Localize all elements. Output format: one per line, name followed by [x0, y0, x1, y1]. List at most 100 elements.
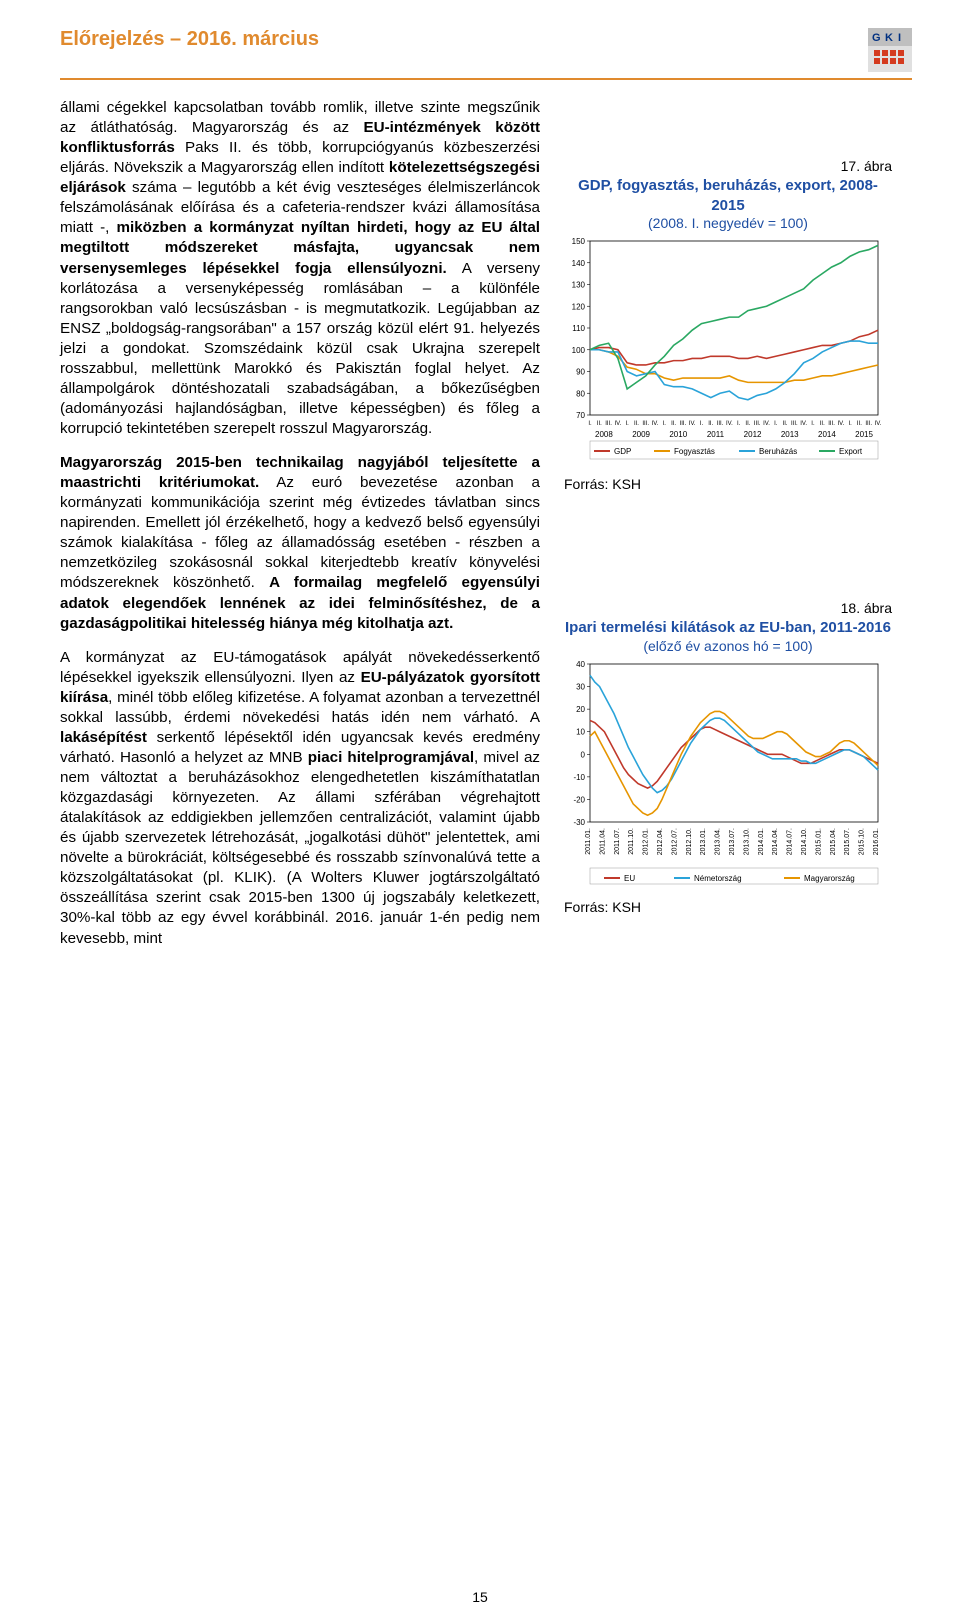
svg-text:Fogyasztás: Fogyasztás [674, 447, 715, 456]
svg-text:140: 140 [572, 259, 586, 268]
svg-text:80: 80 [576, 389, 585, 398]
svg-text:2012.04.: 2012.04. [657, 827, 664, 854]
svg-text:I.: I. [774, 421, 778, 427]
svg-text:100: 100 [572, 346, 586, 355]
svg-text:120: 120 [572, 302, 586, 311]
svg-text:2011.04.: 2011.04. [599, 827, 606, 854]
svg-text:2013.07.: 2013.07. [729, 827, 736, 854]
svg-text:III.: III. [754, 421, 761, 427]
svg-text:2012: 2012 [744, 430, 762, 439]
para-2: Magyarország 2015-ben technikailag nagyj… [60, 453, 540, 634]
svg-text:II.: II. [708, 421, 713, 427]
svg-text:110: 110 [572, 324, 585, 333]
svg-text:IV.: IV. [726, 421, 733, 427]
page-number: 15 [472, 1589, 488, 1605]
svg-text:2010: 2010 [669, 430, 687, 439]
svg-text:Németország: Németország [694, 874, 742, 883]
figure-column: 17. ábra GDP, fogyasztás, beruházás, exp… [564, 98, 892, 963]
figure-17-subtitle: (2008. I. negyedév = 100) [564, 215, 892, 231]
svg-text:II.: II. [820, 421, 825, 427]
svg-text:II.: II. [597, 421, 602, 427]
gki-logo: G K I [868, 28, 912, 72]
svg-text:IV.: IV. [800, 421, 807, 427]
svg-text:IV.: IV. [614, 421, 621, 427]
svg-text:III.: III. [717, 421, 724, 427]
svg-text:-10: -10 [573, 772, 585, 781]
svg-text:2012.07.: 2012.07. [671, 827, 678, 854]
svg-text:90: 90 [576, 368, 585, 377]
svg-text:I.: I. [663, 421, 667, 427]
svg-text:2012.01.: 2012.01. [643, 827, 650, 854]
svg-text:III.: III. [605, 421, 612, 427]
svg-text:2015.10.: 2015.10. [859, 827, 866, 854]
figure-18: 18. ábra Ipari termelési kilátások az EU… [564, 600, 892, 915]
svg-text:10: 10 [576, 727, 585, 736]
svg-text:2013: 2013 [781, 430, 799, 439]
svg-text:III.: III. [791, 421, 798, 427]
figure-17-title: GDP, fogyasztás, beruházás, export, 2008… [564, 176, 892, 215]
svg-text:Export: Export [839, 447, 863, 456]
svg-text:2015.04.: 2015.04. [830, 827, 837, 854]
svg-text:II.: II. [671, 421, 676, 427]
svg-text:2012.10.: 2012.10. [686, 827, 693, 854]
svg-text:III.: III. [680, 421, 687, 427]
svg-text:2013.01.: 2013.01. [700, 827, 707, 854]
svg-text:I.: I. [625, 421, 629, 427]
svg-text:IV.: IV. [875, 421, 882, 427]
svg-text:2015.01.: 2015.01. [815, 827, 822, 854]
svg-text:70: 70 [576, 411, 585, 420]
svg-text:Beruházás: Beruházás [759, 447, 797, 456]
svg-text:30: 30 [576, 682, 585, 691]
svg-text:G: G [872, 32, 881, 44]
svg-text:I.: I. [848, 421, 852, 427]
svg-text:III.: III. [642, 421, 649, 427]
svg-text:III.: III. [828, 421, 835, 427]
svg-text:2008: 2008 [595, 430, 613, 439]
svg-text:2016.01.: 2016.01. [873, 827, 880, 854]
svg-text:2013.10.: 2013.10. [743, 827, 750, 854]
body-text-column: állami cégekkel kapcsolatban tovább roml… [60, 98, 540, 963]
svg-text:2011: 2011 [707, 430, 725, 439]
svg-text:II.: II. [745, 421, 750, 427]
svg-text:2015.07.: 2015.07. [844, 827, 851, 854]
svg-text:I: I [898, 32, 901, 44]
chart-17: 708090100110120130140150I.II.III.IV.2008… [564, 235, 884, 465]
svg-text:-20: -20 [573, 795, 585, 804]
svg-text:II.: II. [634, 421, 639, 427]
svg-text:2011.10.: 2011.10. [628, 827, 635, 854]
svg-text:I.: I. [811, 421, 815, 427]
para-1: állami cégekkel kapcsolatban tovább roml… [60, 98, 540, 439]
svg-text:2013.04.: 2013.04. [715, 827, 722, 854]
svg-text:I.: I. [737, 421, 741, 427]
svg-text:IV.: IV. [763, 421, 770, 427]
svg-text:150: 150 [572, 237, 586, 246]
svg-text:130: 130 [572, 281, 586, 290]
svg-text:II.: II. [783, 421, 788, 427]
figure-17-number: 17. ábra [564, 158, 892, 174]
svg-text:III.: III. [865, 421, 872, 427]
svg-text:0: 0 [581, 750, 586, 759]
content-columns: állami cégekkel kapcsolatban tovább roml… [60, 98, 912, 963]
svg-text:2014.01.: 2014.01. [758, 827, 765, 854]
svg-text:GDP: GDP [614, 447, 631, 456]
svg-text:I.: I. [700, 421, 704, 427]
svg-text:II.: II. [857, 421, 862, 427]
svg-text:2011.07.: 2011.07. [614, 827, 621, 854]
svg-text:-30: -30 [573, 818, 585, 827]
figure-18-source: Forrás: KSH [564, 899, 892, 915]
svg-text:I.: I. [588, 421, 592, 427]
svg-text:2014: 2014 [818, 430, 836, 439]
header-rule [60, 78, 912, 80]
doc-title: Előrejelzés – 2016. március [60, 28, 319, 51]
svg-text:2011.01.: 2011.01. [585, 827, 592, 854]
figure-18-title: Ipari termelési kilátások az EU-ban, 201… [564, 618, 892, 638]
svg-text:Magyarország: Magyarország [804, 874, 855, 883]
figure-18-subtitle: (előző év azonos hó = 100) [564, 638, 892, 654]
svg-text:IV.: IV. [689, 421, 696, 427]
svg-text:IV.: IV. [837, 421, 844, 427]
svg-text:2009: 2009 [632, 430, 650, 439]
svg-text:EU: EU [624, 874, 635, 883]
figure-17: 17. ábra GDP, fogyasztás, beruházás, exp… [564, 98, 892, 492]
svg-text:20: 20 [576, 705, 585, 714]
svg-text:2014.04.: 2014.04. [772, 827, 779, 854]
